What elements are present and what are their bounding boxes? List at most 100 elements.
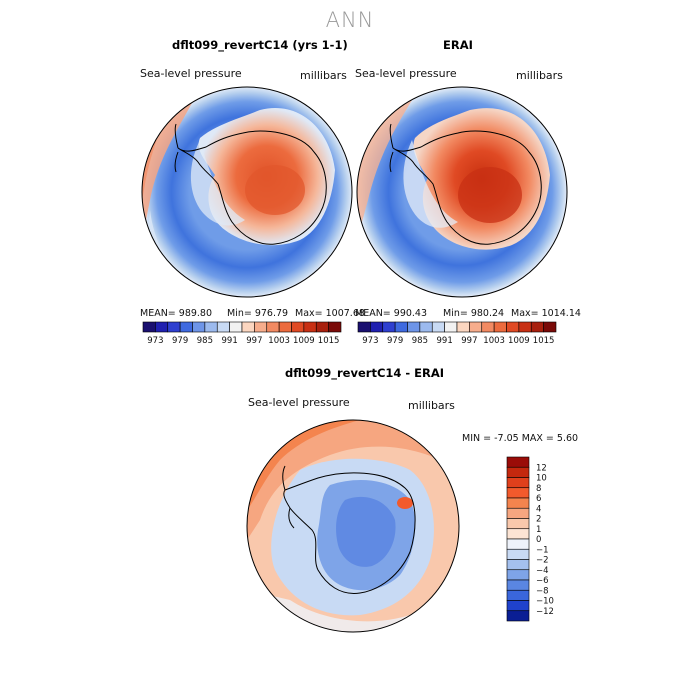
panel3-minmax: MIN = -7.05 MAX = 5.60 [462, 433, 579, 444]
colorbar1-tick: 973 [147, 336, 163, 346]
colorbar3-cell [506, 600, 530, 612]
colorbar1-tick: 997 [246, 336, 262, 346]
colorbar2-tick: 1009 [508, 336, 530, 346]
colorbar3-tick: −1 [536, 545, 549, 555]
panel3-units-label: millibars [408, 399, 455, 412]
colorbar1-cell [266, 321, 280, 333]
panel1-min: Min= 976.79 [227, 308, 289, 319]
figure-title: ANN [325, 8, 375, 32]
colorbar3-cell [506, 610, 530, 622]
panel3-field-label: Sea-level pressure [248, 396, 350, 409]
colorbar3-cell [506, 456, 530, 468]
colorbar2-cell [493, 321, 507, 333]
colorbar1-cell [216, 321, 230, 333]
colorbar1-cell [179, 321, 193, 333]
panel2-max: Max= 1014.14 [511, 308, 581, 319]
colorbar1-tick: 1015 [318, 336, 340, 346]
colorbar1-tick: 991 [222, 336, 238, 346]
panel2-title: ERAI [443, 38, 473, 52]
colorbar3-tick: 8 [536, 484, 541, 494]
colorbar3-cell [506, 559, 530, 571]
colorbar2-cell [481, 321, 495, 333]
colorbar3-cell [506, 477, 530, 489]
panel1-mean: MEAN= 989.80 [140, 308, 213, 319]
colorbar3-tick: −2 [536, 556, 549, 566]
colorbar2-cell [543, 321, 557, 333]
colorbar2-tick: 1015 [533, 336, 555, 346]
colorbar1-cell [254, 321, 268, 333]
panel2-mean: MEAN= 990.43 [355, 308, 428, 319]
colorbar2-cell [394, 321, 408, 333]
panel2-field-label: Sea-level pressure [355, 67, 457, 80]
colorbar2-cell [444, 321, 458, 333]
colorbar1-cell [315, 321, 329, 333]
colorbar3-cell [506, 589, 530, 601]
colorbar3-tick: −10 [536, 597, 554, 607]
colorbar2-cell [370, 321, 384, 333]
colorbar3-tick: 1 [536, 525, 541, 535]
colorbar1-cell [278, 321, 292, 333]
colorbar3-cell [506, 569, 530, 581]
colorbar3-tick: −8 [536, 586, 549, 596]
colorbar1-cell [204, 321, 218, 333]
map-panel1 [141, 86, 353, 298]
colorbar2-cell [530, 321, 544, 333]
colorbar2-cell [456, 321, 470, 333]
colorbar3-tick: −6 [536, 576, 549, 586]
colorbar3-cell [506, 507, 530, 519]
colorbar3-tick: 10 [536, 474, 547, 484]
map-panel3 [246, 419, 460, 633]
panel1-title: dflt099_revertC14 (yrs 1-1) [172, 38, 348, 52]
colorbar1-cell [229, 321, 243, 333]
colorbar2-cell [382, 321, 396, 333]
colorbar3-tick: 4 [536, 504, 541, 514]
colorbar3-cell [506, 528, 530, 540]
colorbar3-tick: −12 [536, 607, 554, 617]
panel1-field-label: Sea-level pressure [140, 67, 242, 80]
colorbar2-tick: 979 [387, 336, 403, 346]
colorbar3-tick: −4 [536, 566, 549, 576]
colorbar3-tick: 6 [536, 494, 541, 504]
colorbar2-cell [469, 321, 483, 333]
colorbar2-tick: 985 [412, 336, 428, 346]
colorbar2-tick: 991 [437, 336, 453, 346]
colorbar3-cell [506, 548, 530, 560]
colorbar1-cell [155, 321, 169, 333]
colorbar1-cell [167, 321, 181, 333]
colorbar2-tick: 1003 [483, 336, 505, 346]
colorbar3-cell [506, 497, 530, 509]
colorbar3-tick: 0 [536, 535, 541, 545]
colorbar2-cell [518, 321, 532, 333]
colorbar1-tick: 985 [197, 336, 213, 346]
colorbar3-cell [506, 518, 530, 530]
colorbar2-cell [506, 321, 520, 333]
panel1-max: Max= 1007.68 [295, 308, 365, 319]
colorbar2-tick: 997 [461, 336, 477, 346]
colorbar3-tick: 2 [536, 515, 541, 525]
colorbar3-cell [506, 487, 530, 499]
panel2-units-label: millibars [516, 69, 563, 82]
colorbar1-cell [291, 321, 305, 333]
colorbar2-tick: 973 [362, 336, 378, 346]
colorbar2-cell [431, 321, 445, 333]
colorbar1-cell [142, 321, 156, 333]
colorbar3-cell [506, 466, 530, 478]
colorbar2-cell [419, 321, 433, 333]
colorbar2-cell [407, 321, 421, 333]
colorbar3-cell [506, 579, 530, 591]
panel2-min: Min= 980.24 [443, 308, 505, 319]
colorbar1-tick: 1009 [293, 336, 315, 346]
map-panel2 [356, 86, 568, 298]
panel3-title: dflt099_revertC14 - ERAI [285, 366, 445, 380]
colorbar3-cell [506, 538, 530, 550]
colorbar1-cell [192, 321, 206, 333]
colorbar1-tick: 979 [172, 336, 188, 346]
panel1-units-label: millibars [300, 69, 347, 82]
colorbar1-cell [303, 321, 317, 333]
colorbar2-cell [357, 321, 371, 333]
colorbar1-cell [328, 321, 342, 333]
colorbar3-tick: 12 [536, 463, 547, 473]
colorbar1-tick: 1003 [268, 336, 290, 346]
colorbar1-cell [241, 321, 255, 333]
